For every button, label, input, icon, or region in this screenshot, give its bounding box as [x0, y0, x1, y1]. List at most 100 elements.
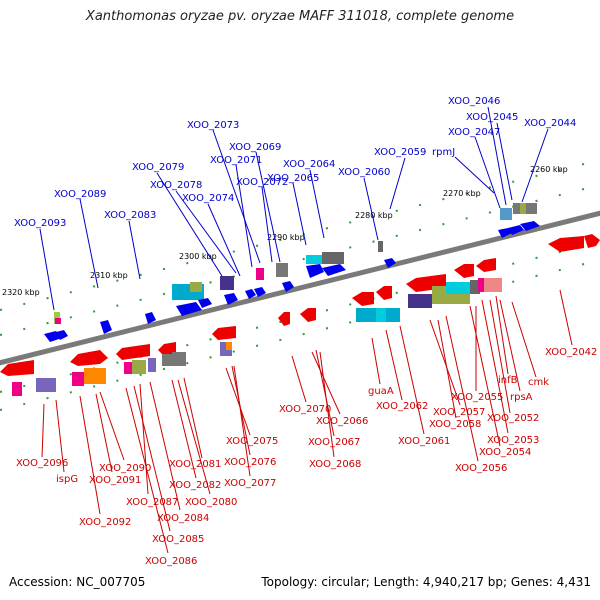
gene-label: XOO_2084 [157, 513, 209, 524]
gene-box [378, 241, 383, 252]
gene-arrow [498, 228, 512, 238]
gene-label: XOO_2076 [224, 457, 276, 468]
gene-label: rpsA [510, 392, 533, 403]
gene-label: XOO_2064 [283, 159, 335, 170]
gene-box [520, 203, 526, 214]
gene-label: XOO_2070 [279, 404, 331, 415]
reverse-genes [0, 234, 600, 396]
gene-label: XOO_2058 [429, 419, 481, 430]
scale-label: 2280 kbp [355, 211, 393, 220]
scale-label: 2260 kbp [530, 165, 568, 174]
gene-box [132, 360, 146, 374]
gene-label: XOO_2093 [14, 218, 66, 229]
gene-box [500, 208, 512, 220]
gene-arrow [520, 221, 540, 231]
gene-label: XOO_2054 [479, 447, 531, 458]
forward-label-connectors [39, 106, 549, 311]
tick-track-forward-inner [0, 184, 600, 336]
gene-label: XOO_2042 [545, 347, 597, 358]
gene-box [55, 318, 61, 324]
tick-track-reverse-outer [0, 259, 600, 411]
gene-box [12, 382, 22, 396]
forward-genes [44, 203, 540, 342]
gene-arrow [454, 264, 474, 278]
gene-arrow [376, 286, 392, 300]
gene-arrow [0, 360, 34, 376]
gene-label: XOO_2080 [185, 497, 237, 508]
gene-box [72, 372, 84, 386]
gene-arrow [508, 225, 524, 235]
gene-box [478, 278, 484, 292]
gene-label: XOO_2060 [338, 167, 390, 178]
gene-arrow [116, 344, 150, 360]
forward-labels: XOO_2046 XOO_2045 XOO_2047 XOO_2044 rpmJ… [14, 96, 576, 229]
gene-box [36, 378, 56, 392]
scale-label: 2270 kbp [443, 189, 481, 198]
gene-arrow [145, 312, 156, 324]
gene-label: XOO_2059 [374, 147, 426, 158]
gene-arrow [300, 308, 316, 322]
gene-box [190, 282, 202, 292]
gene-arrow [56, 330, 68, 340]
gene-arrow [322, 264, 346, 276]
gene-box [322, 252, 344, 264]
gene-label: XOO_2091 [89, 475, 141, 486]
gene-box [148, 358, 156, 372]
topology-text: Topology: circular; Length: 4,940,217 bp… [261, 575, 591, 589]
gene-arrow [282, 281, 294, 292]
gene-box [172, 352, 186, 366]
gene-box [256, 268, 264, 280]
gene-label: rpmJ [432, 147, 455, 158]
gene-label: XOO_2090 [99, 463, 151, 474]
gene-arrow [254, 287, 266, 297]
accession-text: Accession: NC_007705 [9, 575, 146, 589]
gene-label: XOO_2047 [448, 127, 500, 138]
gene-label: XOO_2075 [226, 436, 278, 447]
genome-title: Xanthomonas oryzae pv. oryzae MAFF 31101… [85, 9, 515, 24]
gene-label: XOO_2072 [236, 177, 288, 188]
gene-label: XOO_2096 [16, 458, 68, 469]
scale-label: 2290 kbp [267, 233, 305, 242]
gene-box [408, 294, 432, 308]
gene-label: XOO_2089 [54, 189, 106, 200]
gene-box [446, 282, 470, 294]
gene-box [220, 276, 234, 290]
gene-label: XOO_2074 [182, 193, 234, 204]
gene-label: ispG [56, 474, 78, 485]
gene-arrow [476, 258, 496, 272]
gene-box [276, 263, 288, 277]
gene-label: XOO_2071 [210, 155, 262, 166]
gene-arrow [548, 236, 584, 252]
gene-label: XOO_2044 [524, 118, 576, 129]
gene-label: XOO_2082 [169, 480, 221, 491]
reverse-labels: XOO_2042 cmk infB rpsA XOO_2055 XOO_2052… [16, 347, 597, 567]
gene-label: XOO_2079 [132, 162, 184, 173]
gene-label: guaA [368, 386, 394, 397]
gene-box [226, 342, 232, 350]
gene-label: XOO_2069 [229, 142, 281, 153]
gene-label: XOO_2067 [308, 437, 360, 448]
gene-box [162, 354, 172, 366]
gene-label: XOO_2068 [309, 459, 361, 470]
gene-arrow [245, 289, 256, 299]
gene-arrow [306, 264, 324, 278]
gene-arrow [384, 258, 396, 268]
scale-labels: 2260 kbp 2270 kbp 2280 kbp 2290 kbp 2300… [2, 165, 568, 297]
gene-label: XOO_2077 [224, 478, 276, 489]
gene-label: XOO_2061 [398, 436, 450, 447]
gene-arrow [352, 292, 374, 306]
gene-label: XOO_2045 [466, 112, 518, 123]
gene-label: XOO_2081 [169, 459, 221, 470]
scale-label: 2310 kbp [90, 271, 128, 280]
gene-label: XOO_2083 [104, 210, 156, 221]
gene-arrow [176, 302, 202, 316]
gene-arrow [198, 298, 212, 308]
gene-arrow [224, 293, 238, 305]
gene-arrow [212, 326, 236, 340]
gene-box [376, 308, 386, 322]
gene-label: XOO_2055 [451, 392, 503, 403]
gene-label: XOO_2052 [487, 413, 539, 424]
gene-label: XOO_2057 [433, 407, 485, 418]
gene-arrow [584, 234, 600, 248]
